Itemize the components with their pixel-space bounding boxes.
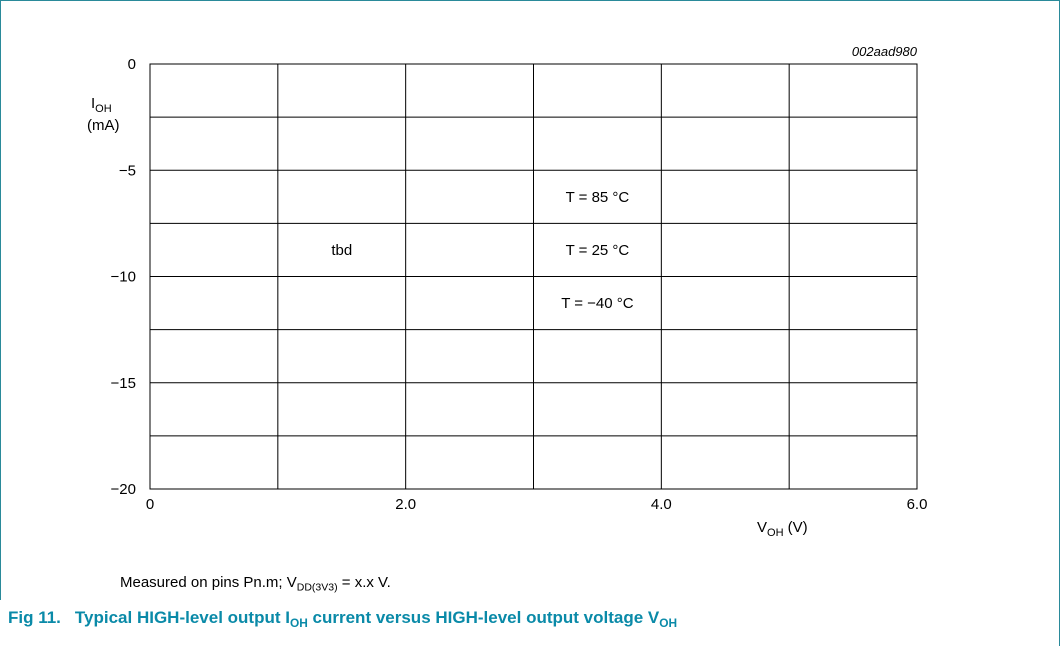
figure-frame-top (0, 0, 1060, 1)
x-axis-label-symbol: V (757, 519, 767, 536)
chart: 0 2.0 4.0 6.00−5−10−15−20 002aad980 IOH (mA… (87, 44, 928, 539)
figure-id: 002aad980 (852, 44, 918, 59)
y-tick-label: −5 (119, 162, 136, 179)
x-axis-label: VOH (V) (757, 519, 808, 539)
y-tick-label: 0 (128, 56, 136, 73)
note-suffix: = x.x V. (337, 574, 391, 591)
note-prefix: Measured on pins Pn.m; V (120, 574, 297, 591)
y-axis-label: IOH (91, 95, 112, 115)
x-axis-label-subscript: OH (767, 527, 784, 539)
figure-caption: Fig 11. Typical HIGH-level output IOH cur… (8, 608, 678, 631)
caption-sub2: OH (659, 616, 678, 631)
x-tick-label: 0 (146, 496, 154, 513)
caption-part2: current versus HIGH-level output voltage… (307, 608, 660, 627)
y-tick-label: −10 (111, 269, 136, 286)
y-axis-label-symbol: I (91, 95, 95, 112)
y-tick-label: −20 (111, 481, 136, 498)
caption-sub1: OH (289, 616, 308, 631)
annotation-label: T = −40 °C (561, 295, 634, 312)
annotation-label: T = 85 °C (566, 189, 630, 206)
y-tick-label: −15 (111, 375, 136, 392)
annotations: tbd T = 85 °C T = 25 °C T = −40 °C (331, 189, 633, 312)
figure-label: Fig 11. (8, 608, 61, 627)
tick-labels: 0 2.0 4.0 6.0 0 −5 −10 −15 −20 (111, 56, 928, 513)
annotation-label: tbd (331, 242, 352, 259)
x-tick-label: 6.0 (907, 496, 928, 513)
x-axis-label-unit: (V) (784, 519, 808, 536)
y-axis-label-subscript: OH (95, 103, 112, 115)
annotation-label: T = 25 °C (566, 242, 630, 259)
plot-area (149, 63, 918, 490)
note-subscript: DD(3V3) (296, 581, 338, 594)
x-tick-label: 4.0 (651, 496, 672, 513)
y-axis-label-unit: (mA) (87, 117, 120, 134)
caption-part1: Typical HIGH-level output I (74, 608, 290, 627)
measurement-note: Measured on pins Pn.m; VDD(3V3) = x.x V. (120, 574, 391, 594)
figure-frame-left (0, 0, 1, 600)
grid (149, 63, 918, 490)
x-tick-label: 2.0 (395, 496, 416, 513)
